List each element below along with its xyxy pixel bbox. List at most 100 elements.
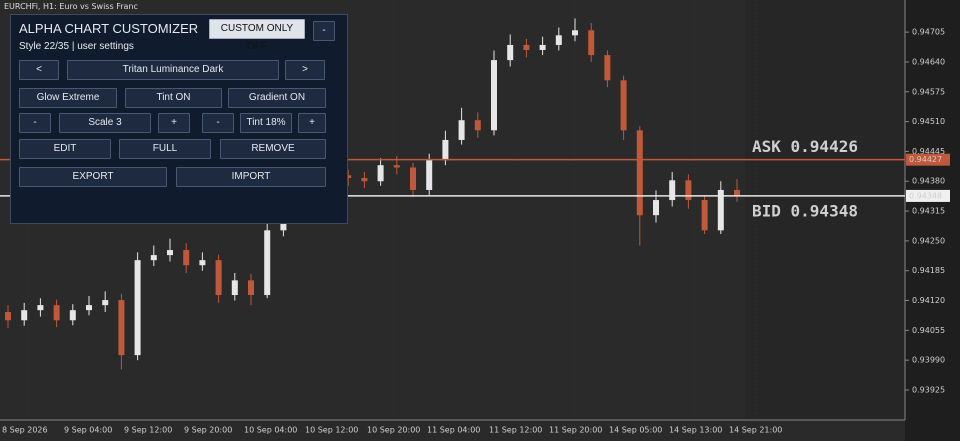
y-tick-label: 0.94185 [912, 266, 945, 275]
candle-body [37, 305, 44, 311]
x-tick-label: 9 Sep 04:00 [64, 426, 112, 435]
x-tick-label: 14 Sep 13:00 [669, 426, 722, 435]
future-area [745, 0, 905, 420]
scale-button[interactable]: Scale 3 [59, 113, 151, 133]
y-tick-label: 0.94120 [912, 296, 945, 305]
x-tick-label: 11 Sep 04:00 [427, 426, 480, 435]
edit-button[interactable]: EDIT [19, 139, 111, 159]
candle-body [393, 165, 400, 168]
candle-body [231, 280, 238, 296]
tint-value-button[interactable]: Tint 18% [240, 113, 292, 133]
y-tick-label: 0.94575 [912, 87, 945, 96]
gradient-button[interactable]: Gradient ON [228, 88, 326, 108]
y-tick-label: 0.94510 [912, 117, 945, 126]
candle-body [5, 312, 11, 321]
candle-body [717, 189, 724, 231]
candle-body [669, 180, 676, 201]
x-tick-label: 10 Sep 20:00 [367, 426, 420, 435]
ask-axis-label: 0.94427 [909, 155, 942, 164]
candle-body [523, 44, 530, 51]
customizer-panel: ALPHA CHART CUSTOMIZER Style 22/35 | use… [10, 14, 348, 224]
candle-body [86, 305, 92, 311]
import-button[interactable]: IMPORT [176, 167, 326, 187]
prev-button[interactable]: < [19, 60, 59, 80]
candle-body [474, 120, 481, 131]
y-tick-label: 0.94250 [912, 236, 945, 245]
candle-body [539, 44, 546, 51]
candle-body [215, 260, 222, 296]
candle-body [442, 139, 449, 161]
scale-plus-button[interactable]: + [158, 113, 190, 133]
x-tick-label: 10 Sep 04:00 [244, 426, 297, 435]
candle-body [377, 165, 384, 182]
x-tick-label: 14 Sep 05:00 [609, 426, 662, 435]
ask-axis-box [906, 153, 950, 166]
y-tick-label: 0.94445 [912, 147, 945, 156]
candle-body [264, 230, 271, 296]
y-tick-label: 0.93925 [912, 386, 945, 395]
candle-body [69, 310, 76, 321]
x-tick-label: 8 Sep 2026 [2, 426, 48, 435]
candle-body [199, 260, 206, 266]
candle-body [426, 160, 433, 190]
candle-body [118, 300, 125, 356]
x-tick-label: 11 Sep 12:00 [489, 426, 542, 435]
export-button[interactable]: EXPORT [19, 167, 167, 187]
candle-body [183, 250, 190, 266]
glow-button[interactable]: Glow Extreme [19, 88, 117, 108]
x-tick-label: 14 Sep 21:00 [729, 426, 782, 435]
theme-button[interactable]: Tritan Luminance Dark [67, 60, 279, 80]
ask-text: ASK 0.94426 [752, 137, 858, 156]
candle-body [248, 280, 254, 296]
candle-body [491, 60, 497, 131]
full-button[interactable]: FULL [119, 139, 211, 159]
candle-body [410, 167, 416, 190]
candle-body [134, 260, 141, 356]
tint-button[interactable]: Tint ON [125, 88, 222, 108]
candle-body [345, 175, 352, 179]
x-tick-label: 9 Sep 12:00 [124, 426, 172, 435]
y-tick-label: 0.94640 [912, 57, 945, 66]
candle-body [572, 30, 578, 36]
scale-minus-button[interactable]: - [19, 113, 51, 133]
candle-body [507, 44, 514, 61]
candle-body [588, 30, 595, 56]
panel-title: ALPHA CHART CUSTOMIZER [19, 21, 199, 36]
minimize-button[interactable]: - [313, 21, 335, 41]
tint-minus-button[interactable]: - [202, 113, 234, 133]
candle-body [604, 55, 611, 81]
candle-body [167, 250, 173, 256]
remove-button[interactable]: REMOVE [220, 139, 326, 159]
x-tick-label: 11 Sep 20:00 [549, 426, 602, 435]
candle-body [150, 255, 157, 261]
x-tick-label: 10 Sep 12:00 [305, 426, 358, 435]
candle-body [361, 178, 368, 182]
tint-plus-button[interactable]: + [298, 113, 326, 133]
bid-axis-box [906, 189, 950, 202]
y-tick-label: 0.94705 [912, 28, 945, 37]
candle-body [21, 310, 28, 321]
candle-body [458, 120, 465, 140]
symbol-header: EURCHFi, H1: Euro vs Swiss Franc [4, 2, 138, 11]
y-tick-label: 0.94315 [912, 207, 945, 216]
y-tick-label: 0.94055 [912, 326, 945, 335]
next-button[interactable]: > [285, 60, 325, 80]
bid-axis-label: 0.94348 [909, 191, 942, 200]
y-tick-label: 0.94380 [912, 177, 945, 186]
y-tick-label: 0.93990 [912, 356, 945, 365]
candle-body [102, 300, 109, 306]
candle-body [636, 130, 643, 216]
panel-subtitle: Style 22/35 | user settings [19, 41, 134, 52]
candle-body [701, 200, 708, 231]
candle-body [53, 305, 60, 321]
x-tick-label: 9 Sep 20:00 [184, 426, 232, 435]
candle-body [653, 200, 659, 216]
bid-text: BID 0.94348 [752, 201, 858, 220]
custom-only-button[interactable]: CUSTOM ONLY OFF [209, 19, 305, 52]
candle-body [620, 80, 627, 131]
candle-body [555, 35, 562, 45]
candle-body [685, 180, 692, 201]
price-axis [905, 0, 960, 441]
